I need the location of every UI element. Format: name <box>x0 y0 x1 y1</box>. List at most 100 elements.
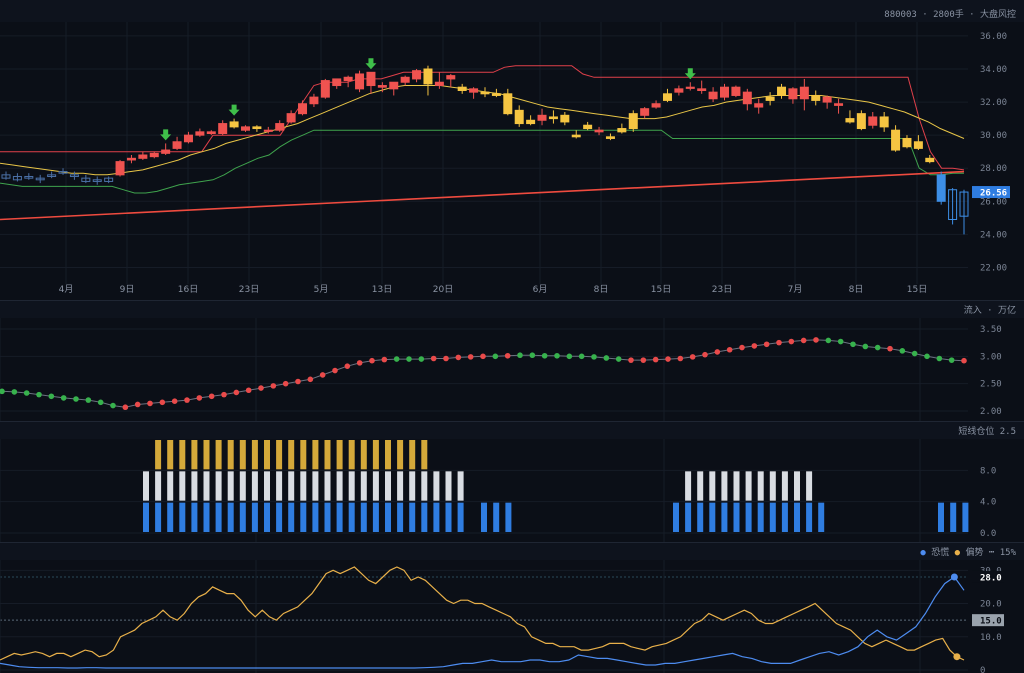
upper-band-line <box>0 65 965 171</box>
position-bar-segment <box>179 471 186 501</box>
position-bar-segment <box>445 471 452 501</box>
position-bar-segment <box>179 440 186 470</box>
position-bar-segment <box>276 471 283 501</box>
position-bar-segment <box>433 471 440 501</box>
breadth-point <box>911 350 918 357</box>
breadth-line <box>1 339 965 408</box>
breadth-chart[interactable]: 3.50 3.00 2.50 2.00 <box>0 318 1024 422</box>
position-bar-segment <box>191 471 198 501</box>
price-chart[interactable]: 36.00 34.00 32.00 30.00 28.00 26.00 24.00 22.00… <box>0 22 1024 322</box>
candle-body <box>47 174 57 178</box>
breadth-point <box>652 356 659 363</box>
position-bar-segment <box>239 502 246 532</box>
position-bar-segment <box>397 471 404 501</box>
breadth-point <box>430 355 437 362</box>
x-tick-label: 13日 <box>372 284 392 295</box>
position-bar-segment <box>324 440 331 470</box>
x-tick-label: 9日 <box>120 284 135 295</box>
position-bar-segment <box>433 502 440 532</box>
y-tick-label: 2.50 <box>980 380 1002 390</box>
candle-body <box>834 103 844 106</box>
candle-body <box>628 113 638 130</box>
y-tick-label: 28.00 <box>980 164 1007 174</box>
position-bar-segment <box>167 502 174 532</box>
position-bar-segment <box>409 471 416 501</box>
x-tick-label: 23日 <box>712 284 732 295</box>
breadth-point <box>467 354 474 360</box>
breadth-point <box>689 354 696 360</box>
position-bar-segment <box>794 502 800 532</box>
position-chart[interactable]: 8.0 4.0 0.0 <box>0 439 1024 543</box>
candle-body <box>948 189 958 221</box>
candle-body <box>263 129 273 132</box>
breadth-point <box>628 357 634 363</box>
breadth-point <box>726 346 733 353</box>
candle-body <box>446 75 456 80</box>
legend-orange-label: 偏势 <box>965 548 984 558</box>
position-bar-segment <box>191 502 198 532</box>
breadth-point <box>591 354 597 360</box>
breadth-point <box>60 395 67 401</box>
breadth-point <box>97 399 104 406</box>
breadth-point <box>640 357 647 363</box>
breadth-point <box>554 352 560 359</box>
breadth-point <box>0 388 5 395</box>
position-bar-segment <box>348 440 355 470</box>
candle-body <box>959 191 969 217</box>
breadth-point <box>307 376 314 383</box>
candle-body <box>377 85 387 88</box>
candle-body <box>788 88 798 100</box>
x-tick-label: 4月 <box>59 284 74 295</box>
candle-body <box>891 129 901 151</box>
breadth-point <box>961 357 967 364</box>
candle-body <box>902 137 912 148</box>
candle-body <box>332 78 342 87</box>
divider <box>0 542 1024 543</box>
y-tick-label: 30.00 <box>980 131 1007 141</box>
legend-blue-dot: ● <box>920 548 926 558</box>
position-bar-segment <box>481 502 487 532</box>
candle-body <box>423 68 433 85</box>
position-bar-segment <box>721 502 728 532</box>
breadth-point <box>85 397 92 403</box>
candle-body <box>320 80 330 98</box>
candle-body <box>434 81 444 87</box>
threshold-badge <box>972 614 1004 627</box>
candle-body <box>617 128 627 133</box>
breadth-point <box>862 343 869 350</box>
candle-body <box>241 126 250 131</box>
candle-body <box>469 88 479 93</box>
breadth-point <box>344 363 351 369</box>
blue-end-label: 28.0 <box>980 573 1002 583</box>
candle-body <box>765 96 775 101</box>
position-bar-segment <box>757 502 764 532</box>
candle-body <box>503 93 513 115</box>
breadth-point <box>541 352 548 359</box>
position-bar-segment <box>769 502 776 532</box>
breadth-point <box>603 355 610 361</box>
position-bar-segment <box>360 471 367 501</box>
position-bar-segment <box>409 440 416 470</box>
candle-body <box>685 86 695 89</box>
position-bar-segment <box>143 502 149 532</box>
position-bar-segment <box>239 440 246 470</box>
candle-body <box>799 86 809 100</box>
position-bar-segment <box>745 471 752 501</box>
breadth-point <box>702 351 708 358</box>
candle-body <box>126 157 136 161</box>
x-tick-label: 16日 <box>178 284 198 295</box>
y-tick-label: 10.0 <box>980 633 1002 643</box>
breadth-point <box>714 349 721 355</box>
y-tick-label: 8.0 <box>980 466 996 476</box>
position-bar-segment <box>348 471 355 501</box>
candle-body <box>674 88 684 93</box>
down-arrow-signal <box>160 129 172 141</box>
breadth-point <box>615 356 622 362</box>
candle-body <box>183 134 193 143</box>
position-bar-segment <box>203 502 210 532</box>
position-bar-segment <box>818 502 825 532</box>
candle-body <box>138 154 148 159</box>
breadth-point <box>899 348 906 354</box>
position-bar-segment <box>288 440 295 470</box>
